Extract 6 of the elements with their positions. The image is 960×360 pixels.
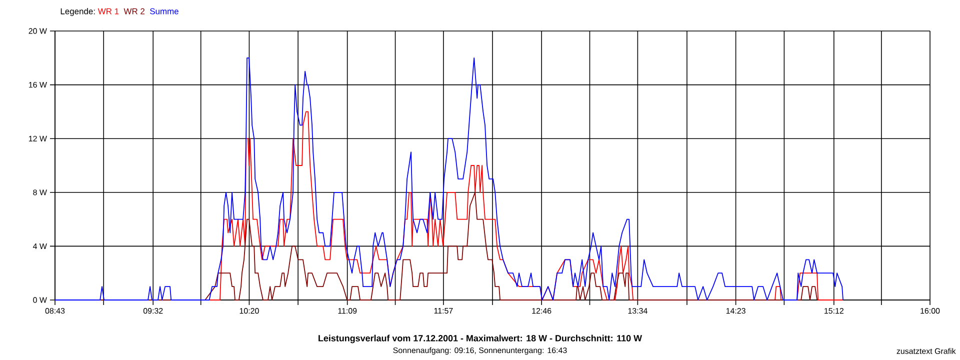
- legend-title: Legende:: [60, 8, 95, 16]
- text: Leistungsverlauf vom 17.12.2001 - Maximalwert: 18 W - Durchschnitt: 110 W: [318, 334, 642, 344]
- text: WR 2: [124, 8, 144, 14]
- text: WR 1: [98, 8, 119, 14]
- line-series: [54, 57, 844, 300]
- text: Summe: [150, 8, 178, 14]
